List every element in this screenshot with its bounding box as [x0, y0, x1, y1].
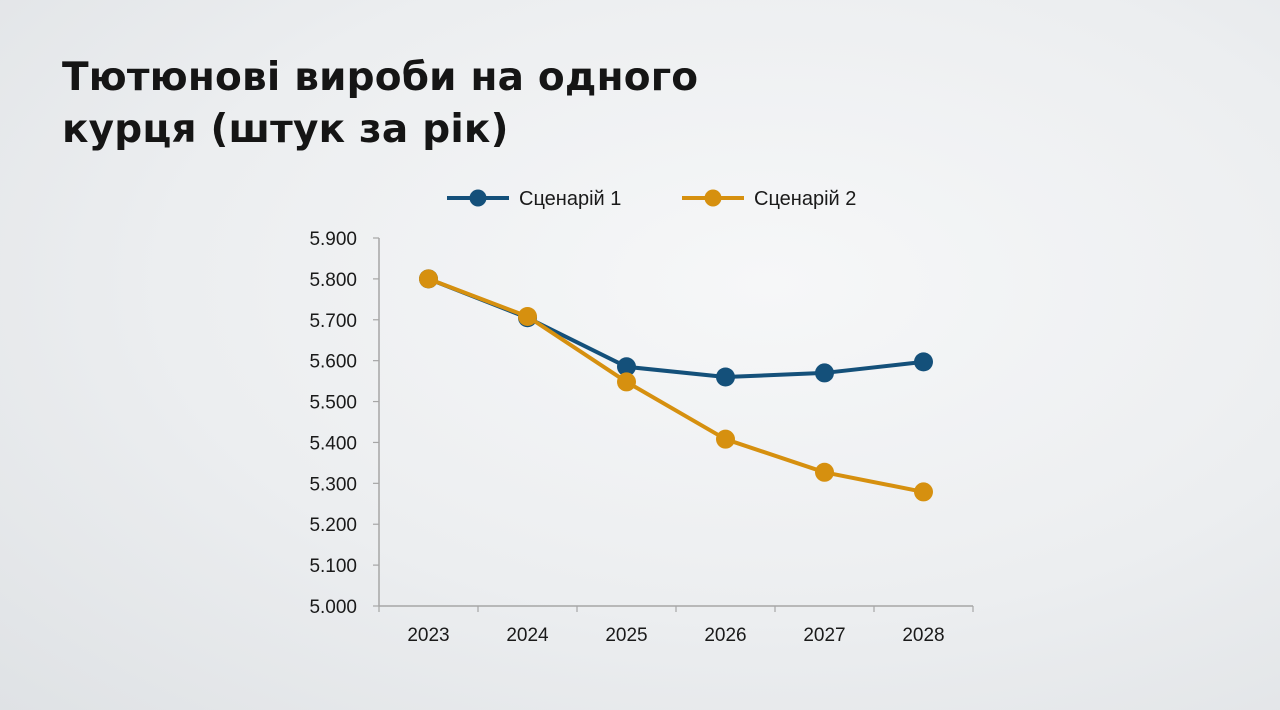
data-point	[815, 462, 834, 482]
x-tick-label: 2024	[506, 625, 549, 646]
data-point	[518, 307, 537, 327]
data-point	[617, 357, 636, 377]
legend-item-1: Сценарій 1	[447, 188, 621, 210]
y-tick-label: 5.700	[309, 311, 357, 332]
x-tick-label: 2027	[803, 625, 845, 646]
x-tick-label: 2026	[704, 625, 746, 646]
data-point	[617, 372, 636, 392]
y-tick-label: 5.800	[309, 270, 357, 291]
data-point	[419, 269, 438, 289]
slide-title: Тютюнові вироби на одного курця (штук за…	[62, 52, 762, 156]
slide-title-line-2: курця (штук за рік)	[62, 107, 509, 152]
chart-axes: 5.000 5.100 5.200 5.300 5.400 5.500 5.600 5.700…	[309, 229, 974, 646]
y-tick-label: 5.400	[309, 433, 357, 454]
data-point	[815, 363, 834, 383]
series-line	[426, 276, 926, 380]
legend-label: Сценарій 2	[754, 188, 856, 210]
data-point	[914, 482, 933, 502]
y-tick-label: 5.200	[309, 515, 357, 536]
data-point	[716, 429, 735, 449]
x-tick-label: 2025	[605, 625, 647, 646]
x-tick-label: 2023	[407, 625, 449, 646]
legend-marker	[704, 189, 722, 207]
series-2	[419, 269, 933, 502]
legend-label: Сценарій 1	[519, 188, 621, 210]
chart-series	[419, 269, 933, 502]
y-tick-label: 5.500	[309, 393, 357, 414]
series-line	[426, 276, 926, 494]
slide-title-line-1: Тютюнові вироби на одного	[62, 55, 699, 100]
legend-item-2: Сценарій 2	[682, 188, 856, 210]
y-tick-label: 5.600	[309, 352, 357, 373]
y-tick-label: 5.000	[309, 597, 357, 618]
series-1	[419, 269, 933, 387]
x-tick-label: 2028	[902, 625, 944, 646]
legend-marker	[469, 189, 487, 207]
data-point	[716, 367, 735, 387]
chart-legend: Сценарій 1 Сценарій 2	[447, 188, 856, 210]
y-tick-label: 5.100	[309, 556, 357, 577]
data-point	[914, 352, 933, 372]
y-tick-label: 5.900	[309, 229, 357, 250]
y-tick-label: 5.300	[309, 474, 357, 495]
